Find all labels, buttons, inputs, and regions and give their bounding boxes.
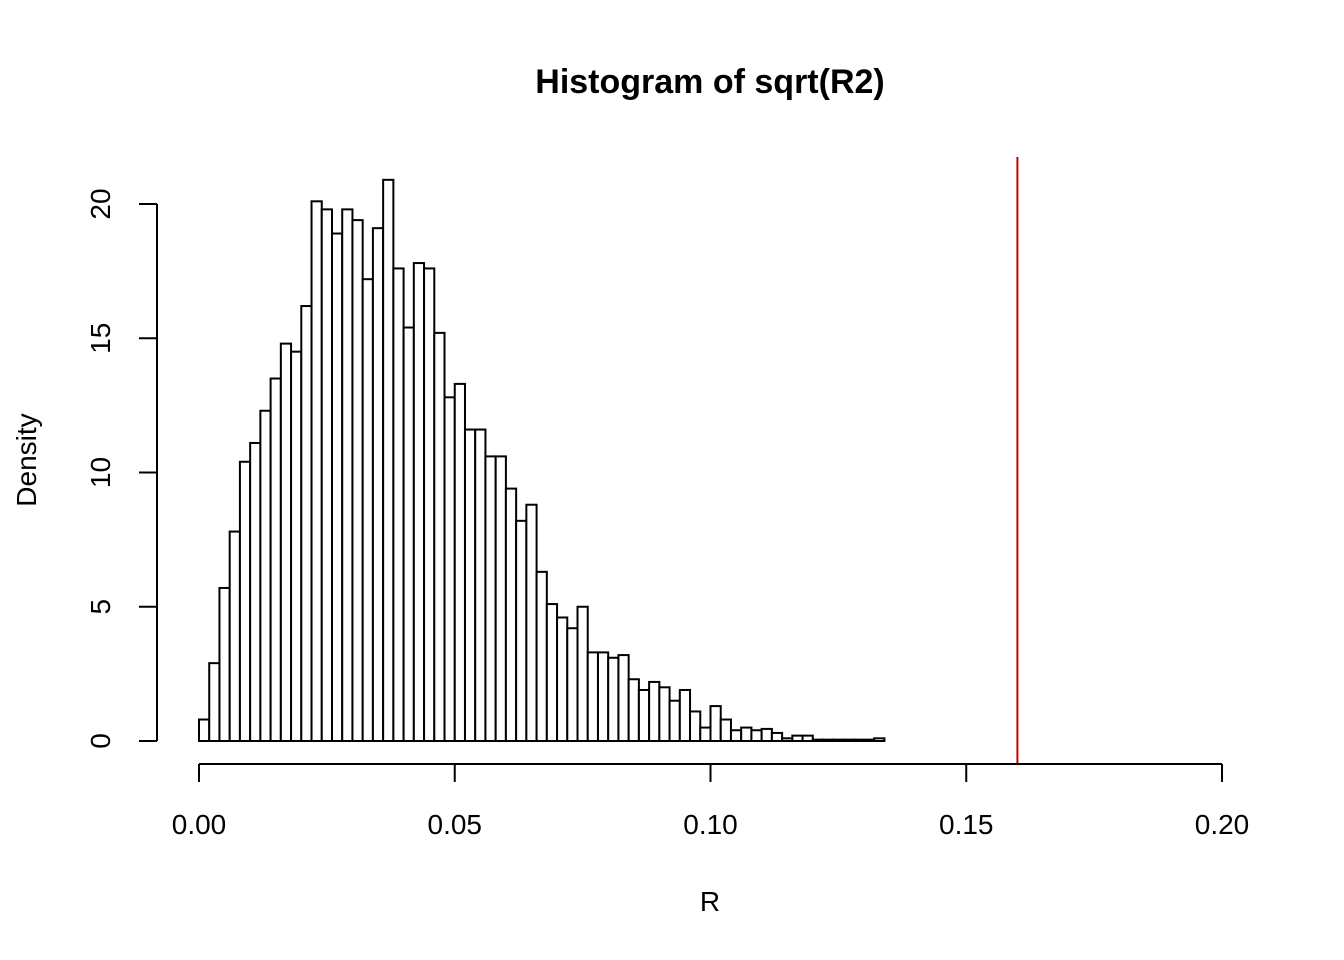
histogram-bar — [269, 377, 282, 742]
x-axis-label: R — [700, 886, 720, 917]
histogram-bar — [770, 731, 784, 743]
x-tick-label: 0.10 — [683, 809, 738, 840]
histogram-bar — [474, 428, 487, 742]
histogram-bar — [515, 519, 528, 743]
histogram-bar — [811, 738, 825, 742]
histogram-bar — [791, 734, 804, 743]
histogram-bar — [208, 662, 221, 743]
histogram-bar — [392, 267, 405, 742]
histogram-bar — [361, 278, 374, 742]
y-tick-label: 15 — [85, 323, 116, 354]
histogram-bar — [822, 738, 835, 742]
histogram-bar — [699, 726, 712, 743]
histogram-bar — [371, 227, 385, 743]
histogram-bar — [596, 651, 610, 743]
histogram-bar — [525, 503, 538, 742]
x-tick-label: 0.20 — [1195, 809, 1250, 840]
histogram-bar — [494, 455, 507, 742]
histogram-bar — [842, 738, 855, 742]
histogram-bar — [423, 267, 436, 742]
histogram-bar — [545, 603, 559, 742]
histogram-bar — [463, 428, 477, 742]
histogram-bar — [556, 616, 569, 742]
y-tick-label: 5 — [85, 599, 116, 615]
histogram-bar — [873, 737, 886, 743]
histogram-bar — [740, 726, 753, 743]
histogram-bar — [341, 208, 354, 742]
histogram-bar — [535, 570, 548, 742]
histogram-bar — [862, 738, 876, 742]
histogram-bar — [852, 738, 865, 742]
histogram-bar — [801, 734, 814, 743]
histogram-bar — [576, 605, 589, 742]
histogram-bar — [637, 688, 651, 742]
y-axis: 0 5 10 15 20 — [85, 188, 158, 749]
histogram-bar — [648, 680, 661, 742]
histogram-bar — [259, 409, 272, 742]
histogram-bar — [729, 729, 743, 743]
histogram-bar — [433, 331, 446, 742]
histogram-bar — [709, 705, 722, 742]
y-tick-label: 0 — [85, 733, 116, 749]
x-tick-label: 0.00 — [172, 809, 227, 840]
histogram-bar — [238, 460, 252, 742]
histogram-bar — [320, 208, 333, 742]
histogram-bar — [689, 710, 702, 743]
histogram-bar — [279, 342, 293, 742]
histogram-bar — [453, 382, 466, 742]
histogram-bar — [832, 738, 845, 742]
histogram-bar — [300, 305, 313, 742]
histogram-bar — [310, 200, 323, 742]
histogram-bar — [290, 350, 303, 742]
y-tick-label: 20 — [85, 188, 116, 219]
histogram-bar — [607, 656, 620, 743]
histogram-bar — [443, 396, 456, 742]
histogram-bar — [627, 678, 640, 742]
histogram-bar — [678, 688, 692, 742]
histogram-bar — [719, 718, 732, 743]
histogram-bar — [617, 654, 630, 743]
histogram-bar — [781, 737, 794, 743]
histogram-bar — [351, 219, 364, 743]
histogram-bar — [412, 262, 426, 742]
histogram-bar — [484, 455, 497, 742]
histogram-bar — [566, 627, 579, 742]
histogram-bar — [504, 487, 518, 742]
chart-title: Histogram of sqrt(R2) — [535, 63, 884, 101]
histogram-bar — [198, 718, 211, 743]
histogram-bar — [750, 729, 763, 743]
histogram-bar — [218, 586, 231, 743]
histogram-bar — [382, 178, 395, 742]
x-tick-label: 0.05 — [428, 809, 483, 840]
histogram-bar — [658, 686, 671, 742]
histogram-bar — [330, 232, 344, 742]
histogram-bar — [249, 441, 262, 742]
histogram-bar — [586, 651, 599, 743]
histogram-bar — [668, 699, 681, 742]
histogram-bar — [760, 727, 773, 742]
histogram-bar — [402, 326, 415, 742]
histogram-bar — [228, 530, 241, 742]
x-tick-label: 0.15 — [939, 809, 994, 840]
x-axis: 0.00 0.05 0.10 0.15 0.20 — [172, 763, 1250, 840]
y-tick-label: 10 — [85, 457, 116, 488]
y-axis-label: Density — [11, 413, 42, 506]
histogram-bars — [198, 178, 886, 743]
